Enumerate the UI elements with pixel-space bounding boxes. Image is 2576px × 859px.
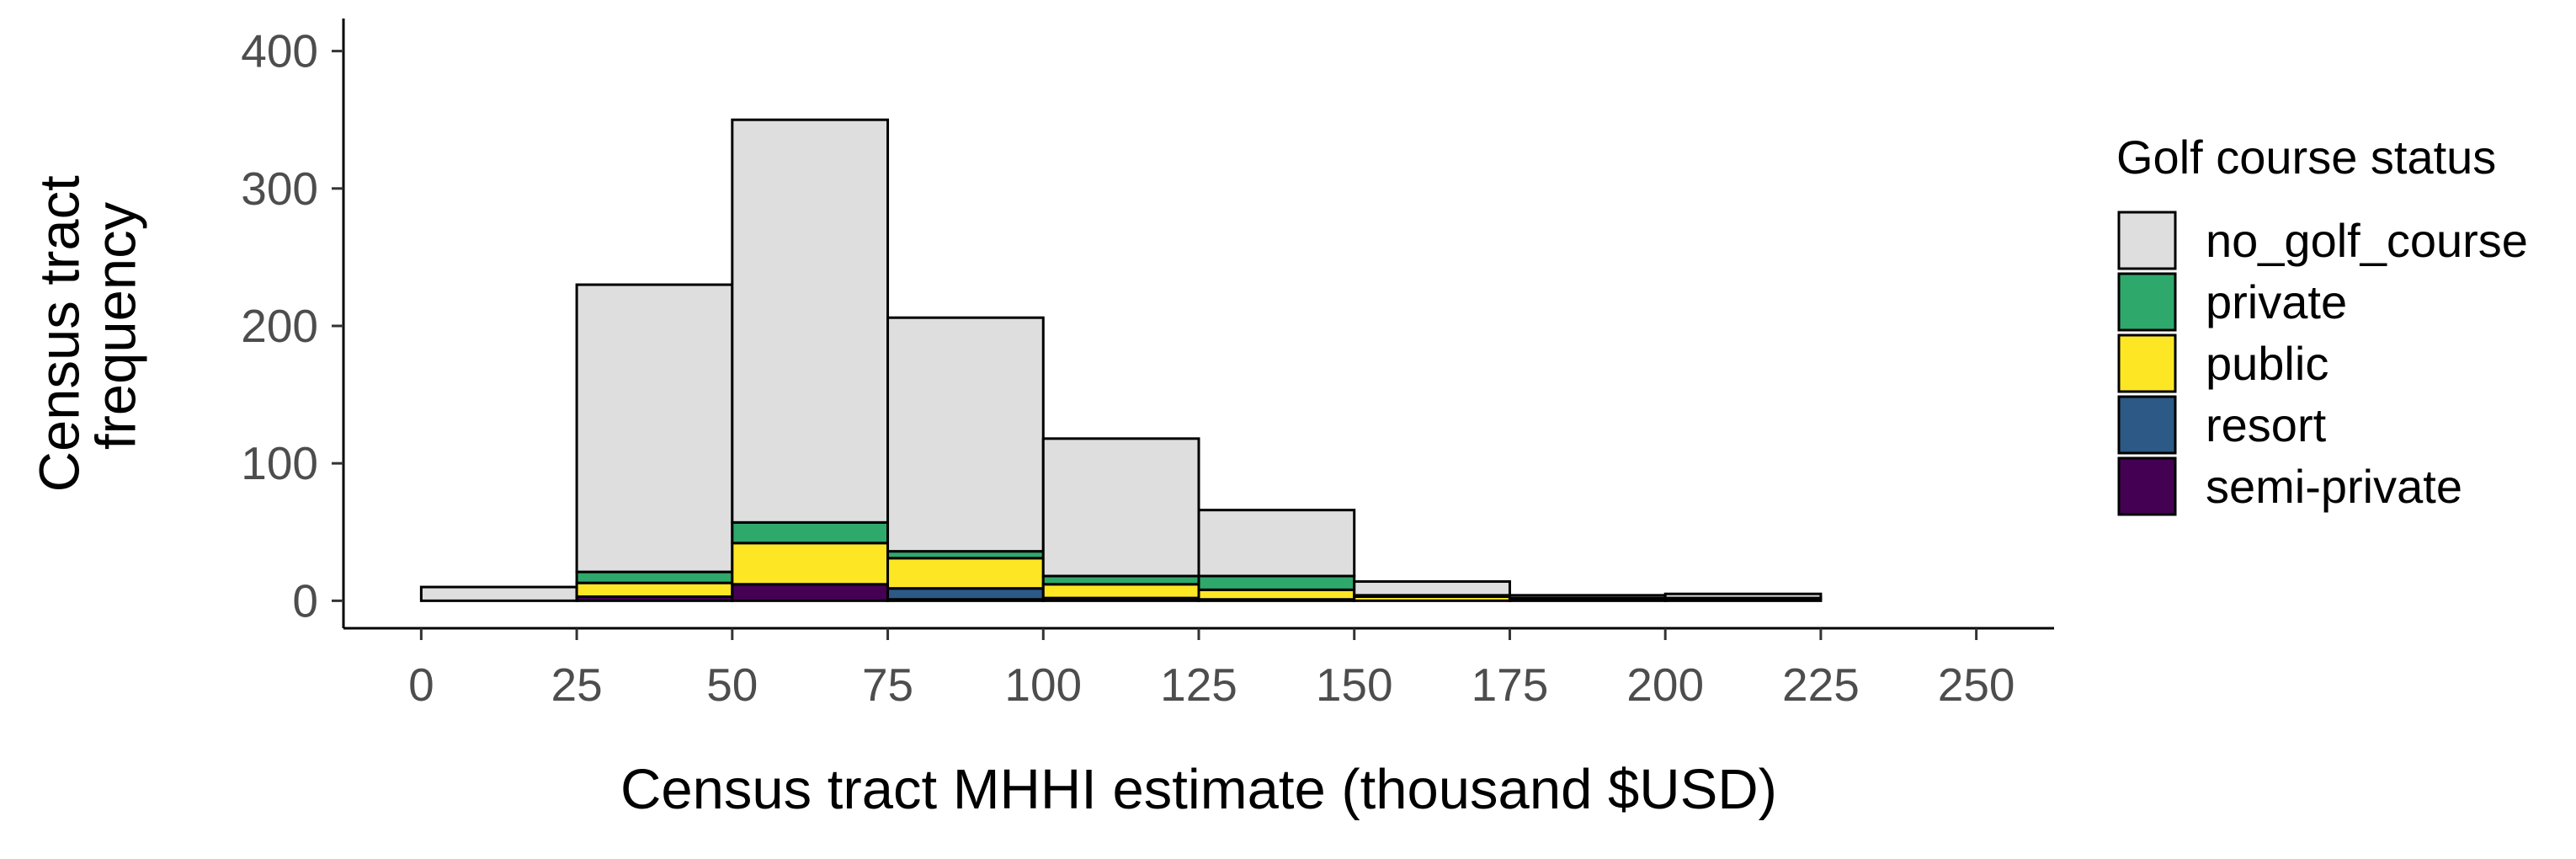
x-tick-label: 125 <box>1160 659 1237 711</box>
bars-layer <box>419 118 1823 602</box>
bar-no_golf_course-bin-125 <box>1197 509 1356 578</box>
bar-no_golf_course-bin-175 <box>1508 594 1667 600</box>
legend-label-semi-private: semi-private <box>2206 460 2462 513</box>
x-tick-label: 0 <box>408 659 434 711</box>
x-axis-ticks: 0 25 50 75 100 125 150 175 200 225 250 <box>408 628 2015 711</box>
legend: Golf course status no_golf_courseprivate… <box>2116 131 2528 516</box>
y-tick-label: 0 <box>292 574 318 627</box>
y-tick-label: 400 <box>241 25 318 77</box>
bar-private-bin-25 <box>575 570 734 584</box>
legend-swatch-resort <box>2117 395 2177 455</box>
legend-swatch-semi-private <box>2117 456 2177 516</box>
bar-no_golf_course-bin-75 <box>886 316 1045 553</box>
x-tick-label: 50 <box>706 659 758 711</box>
bar-public-bin-75 <box>886 557 1045 590</box>
bar-private-bin-125 <box>1197 574 1356 591</box>
bar-no_golf_course-bin-100 <box>1041 437 1200 578</box>
y-tick-label: 200 <box>241 300 318 352</box>
x-axis-title: Census tract MHHI estimate (thousand $US… <box>620 758 1777 821</box>
bar-no_golf_course-bin-150 <box>1353 580 1511 597</box>
axes-layer: 0 25 50 75 100 125 150 175 200 225 250 0 100 200 300 4… <box>241 19 2054 711</box>
bar-public-bin-100 <box>1041 583 1200 600</box>
bar-public-bin-50 <box>731 542 890 586</box>
x-tick-label: 200 <box>1626 659 1704 711</box>
legend-label-no_golf_course: no_golf_course <box>2206 214 2528 267</box>
bar-public-bin-25 <box>575 581 734 598</box>
bar-no_golf_course-bin-200 <box>1663 592 1823 600</box>
bar-no_golf_course-bin-0 <box>419 585 578 602</box>
legend-swatch-no_golf_course <box>2117 211 2177 270</box>
y-axis-title-line-2: frequency <box>84 201 147 450</box>
x-tick-label: 75 <box>862 659 913 711</box>
y-axis-title-line-1: Census tract <box>28 175 91 492</box>
bar-public-bin-125 <box>1197 588 1356 601</box>
x-tick-label: 100 <box>1004 659 1082 711</box>
x-tick-label: 250 <box>1938 659 2015 711</box>
bar-no_golf_course-bin-50 <box>731 118 890 524</box>
legend-title: Golf course status <box>2116 131 2496 184</box>
legend-swatch-private <box>2117 272 2177 332</box>
y-tick-label: 100 <box>241 437 318 489</box>
bar-private-bin-50 <box>731 520 890 545</box>
legend-swatch-public <box>2117 333 2177 393</box>
y-axis-ticks: 0 100 200 300 400 <box>241 25 343 627</box>
bar-no_golf_course-bin-25 <box>575 283 734 574</box>
x-tick-label: 150 <box>1316 659 1393 711</box>
y-tick-label: 300 <box>241 163 318 215</box>
y-axis-title: Census tract frequency <box>28 160 147 493</box>
legend-label-private: private <box>2206 275 2347 328</box>
x-tick-label: 175 <box>1472 659 1549 711</box>
bar-resort-bin-75 <box>886 587 1045 601</box>
legend-label-public: public <box>2206 337 2329 390</box>
x-tick-label: 25 <box>551 659 602 711</box>
bar-semi-private-bin-50 <box>731 583 890 602</box>
x-tick-label: 225 <box>1782 659 1860 711</box>
legend-label-resort: resort <box>2206 398 2327 451</box>
